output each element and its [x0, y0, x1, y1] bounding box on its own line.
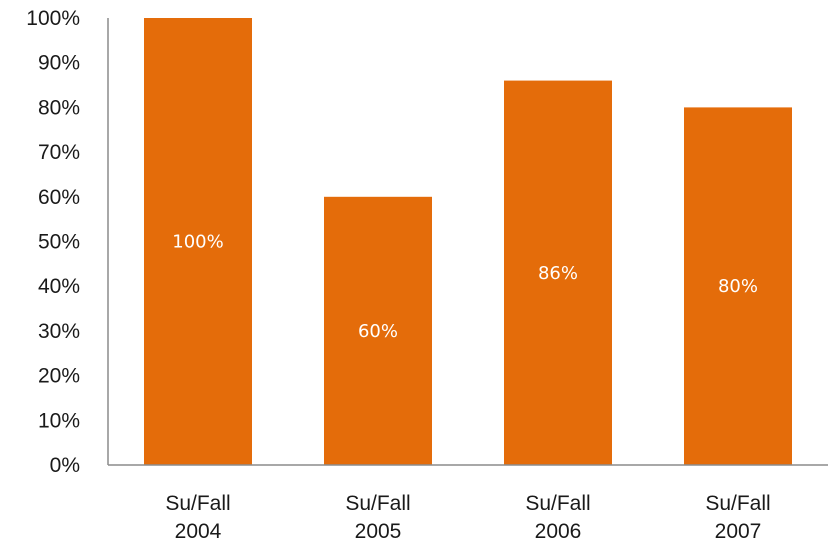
- bar: [684, 107, 792, 466]
- bar-data-label: 60%: [358, 321, 398, 342]
- y-axis-ticks: 0% 10% 20% 30% 40% 50% 60% 70% 80% 90% 100%: [26, 7, 80, 477]
- y-tick-label: 70%: [38, 141, 80, 164]
- y-tick-label: 0%: [50, 454, 80, 477]
- x-category-label: Su/Fall 2006: [525, 492, 590, 543]
- y-tick-label: 90%: [38, 52, 80, 75]
- y-tick-label: 40%: [38, 275, 80, 298]
- bar-data-label: 80%: [718, 276, 758, 297]
- y-tick-label: 50%: [38, 231, 80, 254]
- bar: [144, 18, 252, 465]
- y-tick-label: 100%: [26, 7, 80, 30]
- bar: [504, 80, 612, 465]
- x-category-label: Su/Fall 2004: [165, 492, 230, 543]
- y-tick-label: 20%: [38, 365, 80, 388]
- bars-group: [144, 18, 792, 466]
- bar-data-label: 86%: [538, 263, 578, 284]
- y-tick-label: 60%: [38, 186, 80, 209]
- x-category-label: Su/Fall 2005: [345, 492, 410, 543]
- y-tick-label: 10%: [38, 409, 80, 432]
- bar-data-label: 100%: [172, 232, 223, 253]
- bar: [324, 196, 432, 466]
- y-tick-label: 80%: [38, 96, 80, 119]
- y-tick-label: 30%: [38, 320, 80, 343]
- x-axis-labels: Su/Fall 2004 Su/Fall 2005 Su/Fall 2006 Su/Fall…: [165, 492, 770, 543]
- data-labels-group: 100% 60% 86% 80%: [172, 232, 758, 342]
- x-category-label: Su/Fall 2007: [705, 492, 770, 543]
